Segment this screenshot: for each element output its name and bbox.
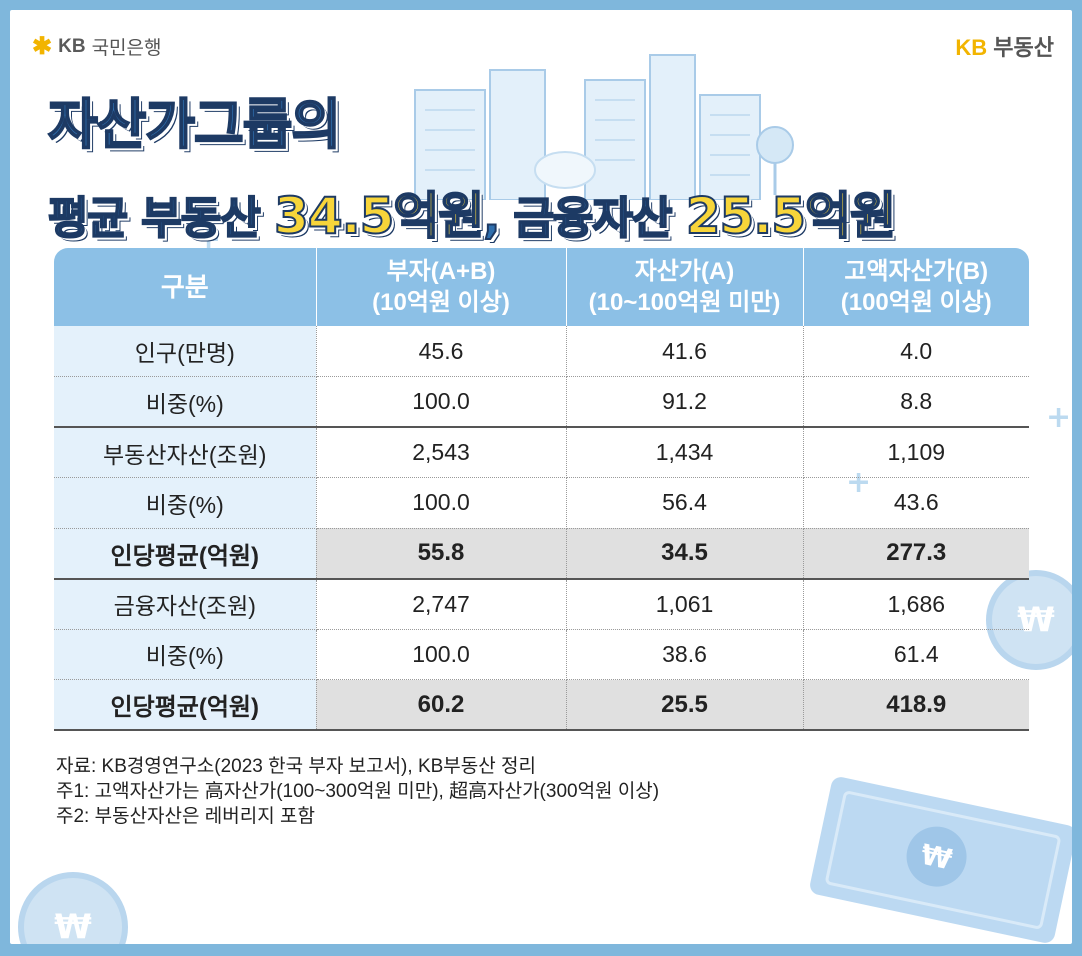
table-cell: 38.6 [566, 629, 804, 680]
column-header: 자산가(A) (10~100억원 미만) [566, 248, 804, 326]
table-header-row: 구분 부자(A+B) (10억원 이상) 자산가(A) (10~100억원 미만) … [54, 248, 1029, 326]
row-label: 비중(%) [54, 629, 317, 680]
headline-text: 평균 부동산 [47, 192, 275, 245]
table-cell: 100.0 [316, 376, 567, 428]
table-row: 인구(만명) 45.6 41.6 4.0 [54, 326, 1029, 377]
table-row: 비중(%) 100.0 91.2 8.8 [54, 376, 1029, 428]
column-header: 고액자산가(B) (100억원 이상) [803, 248, 1029, 326]
table-cell: 4.0 [803, 326, 1029, 377]
footnote-1: 주1: 고액자산가는 高자산가(100~300억원 미만), 超高자산가(300… [56, 781, 660, 802]
infographic-frame: ₩ ₩ ₩ + + + ✱ KB 국민은행 KB 부동산 자산가그룹의 평균 부… [10, 10, 1072, 944]
column-header: 부자(A+B) (10억원 이상) [316, 248, 567, 326]
source-note: 자료: KB경영연구소(2023 한국 부자 보고서), KB부동산 정리 [56, 756, 536, 777]
table-row: 금융자산(조원) 2,747 1,061 1,686 [54, 578, 1029, 630]
city-skyline-illustration [414, 54, 794, 200]
table-cell: 45.6 [316, 326, 567, 377]
won-symbol-icon: ₩ [54, 907, 92, 944]
table-cell: 55.8 [316, 528, 567, 580]
footnotes: 자료: KB경영연구소(2023 한국 부자 보고서), KB부동산 정리 주1… [56, 754, 659, 829]
row-label: 인구(만명) [54, 326, 317, 377]
table-row: 비중(%) 100.0 56.4 43.6 [54, 477, 1029, 529]
kb-star-icon: ✱ [32, 33, 53, 60]
headline-line-2: 평균 부동산 34.5억원, 금융자산 25.5억원 [47, 176, 897, 248]
table-cell: 100.0 [316, 477, 567, 529]
table-cell: 2,747 [316, 578, 567, 630]
table-row: 비중(%) 100.0 38.6 61.4 [54, 629, 1029, 680]
row-label: 비중(%) [54, 376, 317, 428]
logo-brand: KB [58, 35, 86, 57]
plus-icon: + [1046, 400, 1072, 435]
coin-decoration: ₩ [18, 872, 128, 944]
kb-real-estate-logo: KB 부동산 [955, 30, 1054, 62]
headline-text: , 금융자산 [482, 192, 686, 245]
table-cell: 25.5 [566, 679, 804, 731]
logo-name: 국민은행 [91, 38, 162, 59]
table-cell: 61.4 [803, 629, 1029, 680]
table-cell: 43.6 [803, 477, 1029, 529]
table-cell: 2,543 [316, 427, 567, 478]
table-cell: 1,109 [803, 427, 1029, 478]
table-cell: 8.8 [803, 376, 1029, 428]
table-cell: 418.9 [803, 679, 1029, 731]
headline-highlight: 25.5억원 [685, 186, 897, 246]
table-cell: 100.0 [316, 629, 567, 680]
wealth-table: 구분 부자(A+B) (10억원 이상) 자산가(A) (10~100억원 미만) … [54, 248, 1029, 731]
table-row-average: 인당평균(억원) 55.8 34.5 277.3 [54, 528, 1029, 580]
table-cell: 34.5 [566, 528, 804, 580]
table-cell: 56.4 [566, 477, 804, 529]
kb-kookmin-bank-logo: ✱ KB 국민은행 [32, 32, 161, 61]
logo-brand: KB [955, 35, 988, 60]
table-cell: 277.3 [803, 528, 1029, 580]
table-cell: 60.2 [316, 679, 567, 731]
banknote-decoration: ₩ [808, 775, 1072, 944]
table-cell: 41.6 [566, 326, 804, 377]
row-label: 비중(%) [54, 477, 317, 529]
footnote-2: 주2: 부동산자산은 레버리지 포함 [56, 806, 315, 827]
row-label: 금융자산(조원) [54, 578, 317, 630]
table-cell: 1,686 [803, 578, 1029, 630]
row-label: 부동산자산(조원) [54, 427, 317, 478]
row-label: 인당평균(억원) [54, 679, 317, 731]
table-cell: 1,434 [566, 427, 804, 478]
headline-highlight: 34.5억원 [273, 186, 485, 246]
table-cell: 91.2 [566, 376, 804, 428]
table-row-average: 인당평균(억원) 60.2 25.5 418.9 [54, 679, 1029, 731]
headline-line-1: 자산가그룹의 [47, 92, 342, 157]
table-cell: 1,061 [566, 578, 804, 630]
logo-name: 부동산 [993, 35, 1054, 60]
row-label: 인당평균(억원) [54, 528, 317, 580]
table-row: 부동산자산(조원) 2,543 1,434 1,109 [54, 427, 1029, 478]
column-header: 구분 [54, 248, 317, 326]
